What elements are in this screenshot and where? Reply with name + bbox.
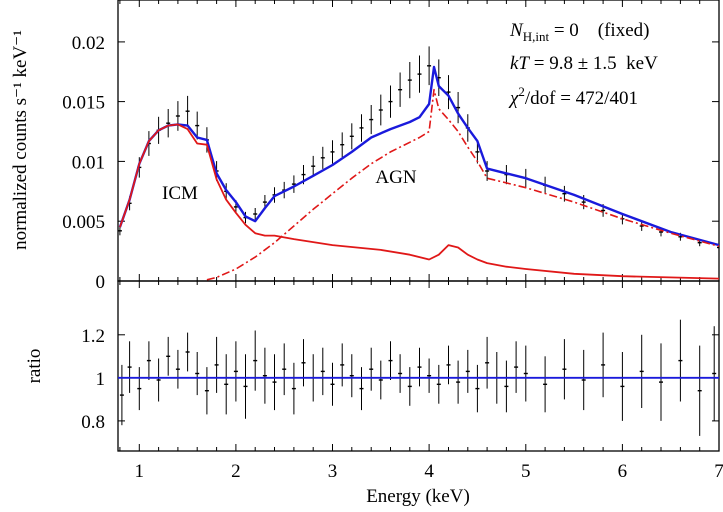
x-tick-label: 4 [424, 461, 434, 482]
stat-kt-value: = 9.8 ± 1.5 keV [529, 53, 658, 74]
ratio-ticks [118, 281, 720, 451]
ratio-y-tick-label: 1.2 [81, 326, 105, 347]
spectrum-y-tick-label: 0.01 [72, 152, 105, 173]
spectrum-y-tick-label: 0 [96, 272, 106, 293]
x-tick-label: 7 [714, 461, 723, 482]
total-model-line [118, 65, 719, 247]
x-tick-label: 1 [135, 461, 145, 482]
stat-kt-symbol: kT [510, 53, 530, 74]
ratio-y-tick-labels: 0.8 1 1.2 [81, 326, 105, 433]
stat-nh-value: = 0 (fixed) [549, 20, 649, 41]
agn-component-line [206, 88, 719, 281]
spectrum-y-tick-label: 0.015 [62, 93, 105, 114]
ratio-series [118, 319, 719, 436]
stat-nh-subscript: H,int [523, 29, 550, 44]
ratio-panel: 0.8 1 1.2 1 2 3 4 5 6 7 ratio Energy (keV) [24, 280, 723, 507]
agn-annotation: AGN [375, 167, 416, 188]
stat-nh-symbol: N [509, 20, 524, 41]
spectrum-panel: 0 0.005 0.01 0.015 0.02 normalized counts s⁻… [10, 0, 720, 293]
icm-annotation: ICM [162, 183, 198, 204]
icm-component-line [119, 123, 719, 280]
ratio-y-tick-label: 0.8 [81, 412, 105, 433]
ratio-y-axis-label: ratio [24, 349, 45, 384]
x-axis-label: Energy (keV) [366, 486, 470, 507]
stat-kt: kT = 9.8 ± 1.5 keV [510, 53, 658, 74]
stat-chi-superscript: 2 [518, 84, 525, 99]
stat-nh-int: NH,int = 0 (fixed) [509, 20, 649, 44]
x-tick-label: 3 [328, 461, 338, 482]
x-tick-label: 2 [231, 461, 241, 482]
ratio-plot-frame [117, 280, 720, 452]
spectrum-y-tick-label: 0.02 [72, 33, 105, 54]
spectrum-y-tick-labels: 0 0.005 0.01 0.015 0.02 [62, 33, 105, 293]
x-tick-label: 5 [521, 461, 531, 482]
spectrum-y-axis-label: normalized counts s⁻¹ keV⁻¹ [10, 30, 31, 250]
spectrum-series [118, 46, 719, 281]
stat-chi2-value: /dof = 472/401 [525, 88, 638, 109]
spectrum-ticks [118, 0, 720, 282]
x-tick-label: 6 [618, 461, 628, 482]
stat-chi-symbol: χ [508, 88, 519, 109]
ratio-y-tick-label: 1 [96, 369, 106, 390]
stat-chi2-dof: χ2/dof = 472/401 [508, 84, 638, 109]
x-tick-labels: 1 2 3 4 5 6 7 [135, 461, 723, 482]
spectrum-y-tick-label: 0.005 [62, 212, 105, 233]
